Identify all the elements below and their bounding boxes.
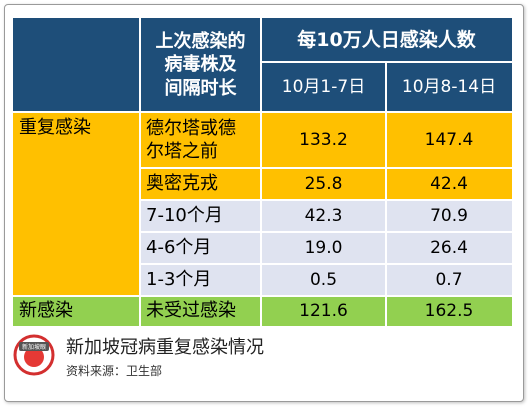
grid-line [13, 295, 512, 297]
row-label-never-infected: 未受过感染 [140, 296, 261, 326]
row-label-1-3-months: 1-3个月 [140, 264, 261, 296]
row-label-delta: 德尔塔或德 尔塔之前 [140, 112, 261, 168]
infographic-title: 新加坡冠病重复感染情况 [66, 337, 264, 358]
table-cell: 147.4 [386, 112, 512, 168]
grid-line [139, 18, 141, 326]
table-cell: 26.4 [386, 232, 512, 264]
row-label-7-10-months: 7-10个月 [140, 200, 261, 232]
table-cell: 0.5 [261, 264, 386, 296]
header-infection-rate: 每10万人日感染人数 [261, 18, 512, 62]
category-new-infection: 新感染 [13, 296, 140, 326]
header-virus-strain-interval: 上次感染的 病毒株及 间隔时长 [140, 18, 261, 112]
table-cell: 25.8 [261, 168, 386, 200]
table-cell: 0.7 [386, 264, 512, 296]
table-cell: 70.9 [386, 200, 512, 232]
table-cell: 42.3 [261, 200, 386, 232]
row-label-omicron: 奥密克戎 [140, 168, 261, 200]
grid-line [140, 199, 512, 201]
category-reinfection: 重复感染 [13, 112, 140, 296]
source-note: 资料来源：卫生部 [66, 364, 163, 378]
grid-line [140, 167, 512, 169]
grid-line [260, 18, 262, 326]
table-cell: 121.6 [261, 296, 386, 326]
grid-line [140, 231, 512, 233]
grid-line [140, 263, 512, 265]
header-period-oct-1-7: 10月1-7日 [261, 62, 386, 112]
grid-line [261, 61, 512, 63]
table-cell: 133.2 [261, 112, 386, 168]
table-cell: 42.4 [386, 168, 512, 200]
logo-text: 新加坡眼 [22, 343, 46, 351]
table-cell: 162.5 [386, 296, 512, 326]
grid-line [13, 111, 512, 113]
header-period-oct-8-14: 10月8-14日 [386, 62, 512, 112]
row-label-4-6-months: 4-6个月 [140, 232, 261, 264]
brand-logo-icon: 新加坡眼 [13, 334, 55, 376]
header-blank-corner [13, 18, 140, 112]
grid-line [385, 62, 387, 326]
table-cell: 19.0 [261, 232, 386, 264]
